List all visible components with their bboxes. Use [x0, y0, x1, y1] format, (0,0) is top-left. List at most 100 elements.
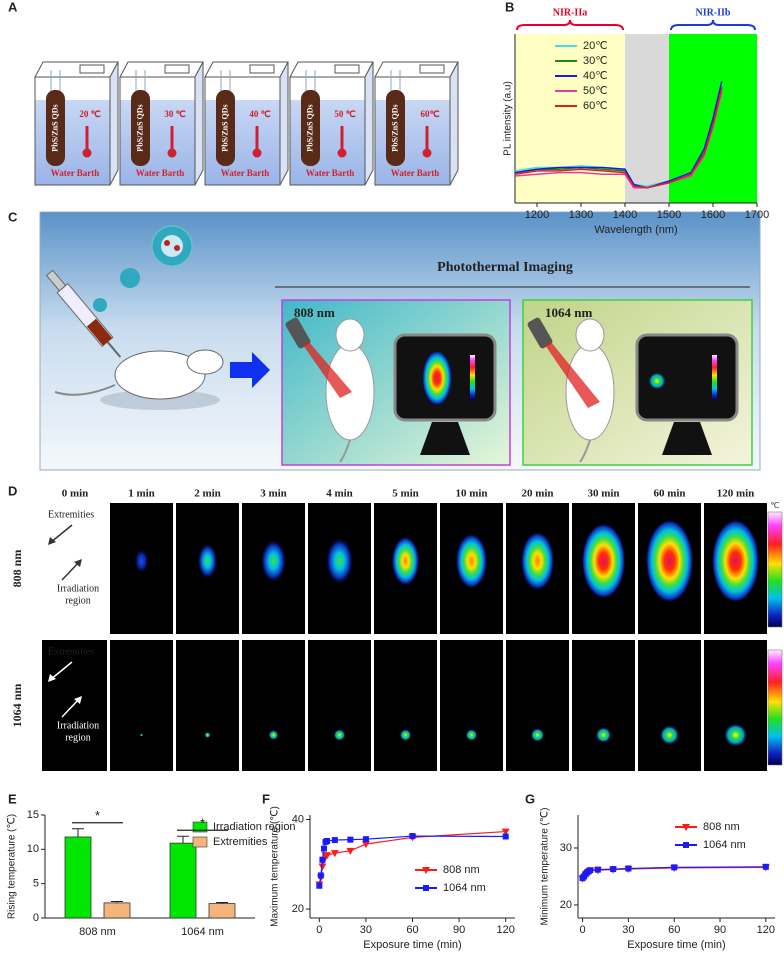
marker [317, 872, 324, 879]
annotation: NIR-IIb [695, 7, 730, 18]
panel-label: C [8, 209, 18, 224]
legend-label: 40℃ [583, 70, 608, 82]
time-label: 5 min [392, 488, 419, 500]
marker [362, 836, 369, 843]
arrow [49, 524, 73, 544]
arrow [230, 352, 270, 388]
heat-spot [455, 533, 488, 589]
heat-spot [520, 531, 555, 591]
nanoparticle-small [120, 268, 140, 288]
legend-label: Irradiation region [213, 821, 296, 833]
marker [330, 850, 339, 858]
bar [169, 842, 197, 919]
legend-label: 50℃ [583, 85, 608, 97]
x-tick-label: 1500 [657, 209, 681, 221]
x-axis-label: Exposure time (min) [363, 939, 461, 951]
heat-spot [711, 519, 760, 603]
beaker-side [194, 61, 204, 186]
marker [671, 864, 678, 871]
nanoparticle-small [93, 298, 107, 312]
marker [422, 867, 430, 874]
beaker-lid [34, 61, 119, 78]
legend-label: 1064 nm [703, 839, 746, 851]
bath-label: Water Barth [51, 168, 100, 178]
bar [64, 836, 92, 919]
mouse-tail [54, 384, 116, 396]
y-axis-label: PL intensity (a.u) [503, 81, 514, 156]
tube-label: PbS/ZnS QDs [135, 104, 144, 151]
thermal-image [506, 640, 569, 771]
heat-spot [325, 537, 354, 585]
colorbar-unit: ℃ [771, 501, 780, 510]
thermal-image [374, 640, 437, 771]
x-tick-label: 0 [580, 924, 586, 936]
marker [625, 865, 632, 872]
tube-label: PbS/ZnS QDs [305, 104, 314, 151]
x-tick-label: 808 nm [79, 926, 116, 938]
mouse-808 [285, 317, 497, 463]
bath-label: Water Barth [221, 168, 270, 178]
bar [208, 903, 236, 919]
tube [46, 90, 65, 166]
beaker-side [279, 61, 289, 186]
region-band [515, 34, 625, 203]
beaker-lid [289, 61, 374, 78]
tube-label: PbS/ZnS QDs [220, 104, 229, 151]
thermal-image [308, 640, 371, 771]
x-tick-label: 0 [316, 924, 322, 936]
thermal-image [176, 640, 239, 771]
tube-label: PbS/ZnS QDs [390, 104, 399, 151]
heat-spot [723, 723, 748, 747]
marker [361, 841, 370, 849]
legend-label: 30℃ [583, 55, 608, 67]
tube-label: PbS/ZnS QDs [50, 104, 59, 151]
thermal-image [110, 640, 173, 771]
heat-spot [268, 730, 279, 740]
time-label: 10 min [455, 488, 487, 500]
panel-label: A [8, 0, 18, 14]
x-tick-label: 120 [497, 924, 515, 936]
marker [323, 852, 332, 860]
y-tick-label: 20 [292, 903, 304, 915]
marker [409, 833, 416, 840]
arrow [49, 661, 73, 681]
y-tick-label: 40 [292, 813, 304, 825]
marker [319, 856, 326, 863]
annotation: region [65, 595, 91, 606]
time-label: 4 min [326, 488, 353, 500]
lid-slot [334, 64, 360, 74]
series-line [514, 81, 723, 189]
annotation: Extremities [48, 509, 94, 520]
bar [103, 902, 131, 919]
tube [386, 90, 405, 166]
bracket [516, 19, 624, 31]
beaker-side [364, 61, 374, 186]
beaker-lid [119, 61, 204, 78]
error-bar [216, 902, 228, 904]
y-tick-label: 10 [27, 843, 39, 855]
heat-spot [581, 523, 626, 599]
legend-label: 1064 nm [443, 882, 486, 894]
x-tick-label: 90 [453, 924, 465, 936]
beaker-lid [204, 61, 289, 78]
x-tick-label: 60 [406, 924, 418, 936]
thermometer-bulb [82, 148, 92, 158]
heat-spot [260, 539, 287, 583]
thermometer-bulb [422, 148, 432, 158]
colorbar [767, 511, 783, 628]
time-label: 120 min [717, 488, 755, 500]
panel-label: E [8, 791, 17, 806]
row-label: 808 nm [10, 550, 24, 588]
heat-spot [399, 729, 412, 741]
temperature: 30 ℃ [164, 109, 185, 119]
laser-label: 1064 nm [545, 305, 592, 320]
legend-label: 60℃ [583, 100, 608, 112]
x-tick-label: 1200 [525, 209, 549, 221]
tube [131, 90, 150, 166]
thermal-image [704, 640, 767, 771]
x-tick-label: 90 [714, 924, 726, 936]
tube [301, 90, 320, 166]
x-tick-label: 30 [622, 924, 634, 936]
marker [320, 845, 327, 852]
heat-spot [134, 549, 149, 573]
